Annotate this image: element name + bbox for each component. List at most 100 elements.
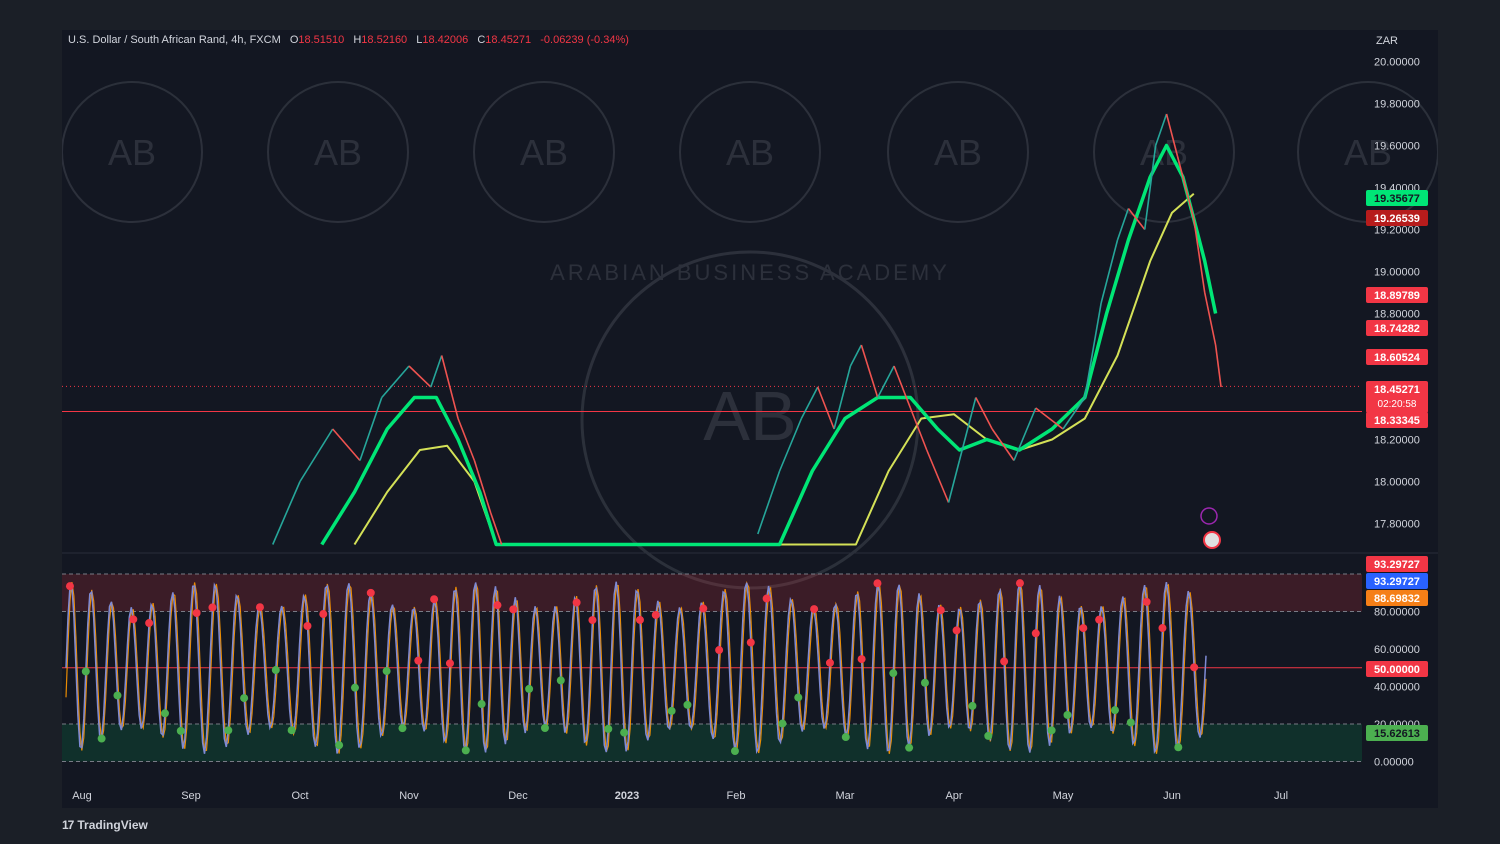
price-axis-tick: 17.80000 xyxy=(1374,519,1420,531)
signal-dot xyxy=(1015,579,1024,588)
signal-dot xyxy=(841,733,850,742)
chart-area[interactable]: AB AB AB AB AB AB AB AB ARABIAN BUSINESS ACADEMY… xyxy=(61,30,1439,808)
price-line xyxy=(1084,302,1102,398)
signal-dot xyxy=(129,615,138,624)
watermark-logo-text: AB xyxy=(726,132,774,173)
oscillator-pane xyxy=(65,579,1207,756)
signal-dot xyxy=(160,709,169,718)
price-line xyxy=(408,365,432,388)
watermark-logo-text: AB xyxy=(934,132,982,173)
time-axis-tick: Aug xyxy=(72,790,92,802)
signal-dot xyxy=(509,605,518,614)
oscillator-label-badge xyxy=(1366,556,1428,572)
signal-dot xyxy=(730,747,739,756)
signal-dot xyxy=(81,667,90,676)
signal-dot xyxy=(699,604,708,613)
signal-dot xyxy=(683,700,692,709)
slow-moving-average xyxy=(353,193,1195,546)
watermark-big-logo xyxy=(580,250,920,590)
signal-dot xyxy=(556,676,565,685)
signal-dot xyxy=(525,684,534,693)
high-label: H xyxy=(353,34,362,46)
oscillator-label: 50.00000 xyxy=(1374,664,1420,676)
signal-dot xyxy=(192,608,201,617)
price-line xyxy=(299,428,334,482)
signal-dot xyxy=(540,724,549,733)
current-price: 18.45271 xyxy=(1374,384,1420,396)
signal-dot xyxy=(1063,710,1072,719)
us-flag-icon xyxy=(1203,531,1221,549)
price-line xyxy=(909,407,928,451)
signal-dot xyxy=(778,719,787,728)
signal-dot xyxy=(461,746,470,755)
signal-dot xyxy=(952,626,961,635)
price-line xyxy=(1154,113,1168,146)
signal-dot xyxy=(113,691,122,700)
oscillator-axis-tick: 60.00000 xyxy=(1374,644,1420,656)
price-line xyxy=(1165,113,1179,157)
watermark-logo xyxy=(61,81,203,223)
signal-dot xyxy=(873,579,882,588)
signal-dot xyxy=(968,701,977,710)
signal-dot xyxy=(857,655,866,664)
signal-dot xyxy=(1000,657,1009,666)
oscillator-label: 93.29727 xyxy=(1374,576,1420,588)
signal-dot xyxy=(319,610,328,619)
price-line xyxy=(893,365,912,409)
time-axis-tick: Dec xyxy=(508,790,528,802)
signal-dot xyxy=(794,693,803,702)
time-axis-tick: May xyxy=(1053,790,1074,802)
price-label-badge xyxy=(1366,349,1428,365)
price-label-badge xyxy=(1366,287,1428,303)
price-line xyxy=(947,460,961,503)
oscillator-label-badge xyxy=(1366,661,1428,677)
close-label: C xyxy=(477,34,486,46)
price-line xyxy=(473,460,492,514)
signal-dot xyxy=(635,615,644,624)
brand-name: TradingView xyxy=(77,818,148,832)
watermark-logo-text: AB xyxy=(108,132,156,173)
price-line xyxy=(1100,239,1119,304)
tv-logo-icon: 17 xyxy=(62,818,74,832)
time-axis-tick: Mar xyxy=(836,790,855,802)
price-line xyxy=(1176,155,1195,220)
symbol-header: U.S. Dollar / South African Rand, 4h, FX… xyxy=(68,34,629,46)
oscillator-label: 88.69832 xyxy=(1374,593,1420,605)
price-line xyxy=(1203,292,1217,346)
watermark-big-logo-text: AB xyxy=(703,377,796,455)
signal-dot xyxy=(651,610,660,619)
signal-dot xyxy=(889,669,898,678)
time-axis-tick: Sep xyxy=(181,790,201,802)
signal-dot xyxy=(382,667,391,676)
signal-dot xyxy=(1079,624,1088,633)
signal-dot xyxy=(65,582,74,591)
watermark-logo-text: AB xyxy=(314,132,362,173)
oscillator-axis-tick: 0.00000 xyxy=(1374,757,1414,769)
signal-dot xyxy=(493,601,502,610)
watermark-logo xyxy=(887,81,1029,223)
signal-dot xyxy=(271,666,280,675)
signal-dot xyxy=(445,659,454,668)
watermark-logo xyxy=(473,81,615,223)
tradingview-logo[interactable]: 17 TradingView xyxy=(62,818,148,832)
signal-dot xyxy=(715,646,724,655)
signal-dot xyxy=(287,726,296,735)
price-axis-tick: 18.80000 xyxy=(1374,309,1420,321)
price-axis-tick: 20.00000 xyxy=(1374,57,1420,69)
open-value: 18.51510 xyxy=(298,34,345,46)
signal-dot xyxy=(810,605,819,614)
price-label: 19.26539 xyxy=(1374,213,1420,225)
symbol-title[interactable]: U.S. Dollar / South African Rand, 4h, FX… xyxy=(68,34,281,46)
price-line xyxy=(1062,397,1086,430)
price-line xyxy=(1116,208,1130,241)
signal-dot xyxy=(208,603,217,612)
signal-line xyxy=(65,580,1207,754)
price-line xyxy=(778,418,803,472)
close-value: 18.45271 xyxy=(485,34,532,46)
signal-dot xyxy=(905,743,914,752)
high-value: 18.52160 xyxy=(361,34,408,46)
signal-dot xyxy=(936,606,945,615)
signal-dot xyxy=(1158,624,1167,633)
